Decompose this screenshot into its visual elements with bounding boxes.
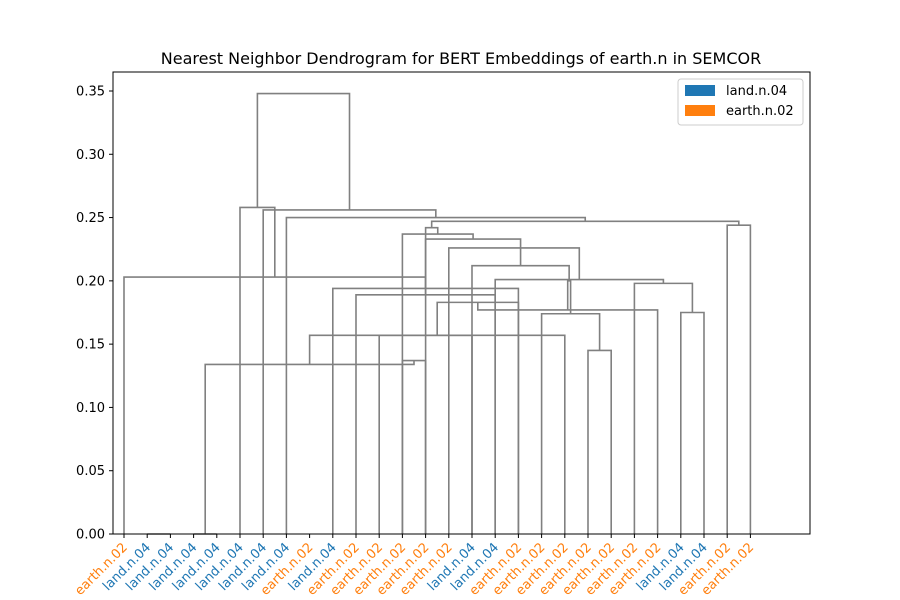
dendrogram-link-9 <box>540 312 601 534</box>
plot-frame <box>112 71 811 535</box>
dendrogram-link-11 <box>680 311 705 534</box>
legend: land.n.04 earth.n.02 <box>677 78 804 126</box>
dendrogram-link-22 <box>401 233 474 534</box>
dendrogram-link-27 <box>256 92 351 210</box>
dendrogram-link-23 <box>424 226 439 295</box>
dendrogram-link-15 <box>494 278 665 534</box>
legend-swatch <box>685 105 715 116</box>
dendrogram-link-6 <box>204 360 415 534</box>
dendrogram-link-10 <box>436 301 520 534</box>
dendrogram-link-20 <box>239 206 276 534</box>
dendrogram-link-14 <box>566 280 572 314</box>
y-tick-label: 0.20 <box>76 274 105 289</box>
dendrogram-link-18 <box>424 238 522 534</box>
dendrogram-link-16 <box>471 264 570 534</box>
dendrogram-link-17 <box>448 247 581 534</box>
dendrogram-link-8 <box>308 334 566 534</box>
legend-label: earth.n.02 <box>726 104 794 119</box>
y-tick-label: 0.30 <box>76 148 105 163</box>
legend-swatch <box>685 85 715 96</box>
y-tick-label: 0.00 <box>76 528 105 543</box>
dendrogram-link-7 <box>587 349 612 534</box>
dendrogram-link-26 <box>262 209 437 534</box>
y-tick-label: 0.25 <box>76 211 105 226</box>
y-axis: 0.00 0.05 0.10 0.15 0.20 0.25 0.30 0.35 <box>76 84 113 543</box>
x-axis: earth.n.02land.n.04land.n.04land.n.04lan… <box>72 534 757 599</box>
chart-title: Nearest Neighbor Dendrogram for BERT Emb… <box>161 49 761 68</box>
dendrogram-link-25 <box>285 216 587 534</box>
y-tick-label: 0.10 <box>76 401 105 416</box>
y-tick-label: 0.15 <box>76 338 105 353</box>
dendrogram-link-21 <box>726 224 752 534</box>
dendrogram-link-2 <box>401 359 427 534</box>
dendrogram-link-12 <box>477 302 659 534</box>
y-tick-label: 0.05 <box>76 464 105 479</box>
y-tick-label: 0.35 <box>76 84 105 99</box>
legend-label: land.n.04 <box>726 84 787 99</box>
dendrogram-links <box>123 92 752 535</box>
dendrogram-link-13 <box>633 282 694 534</box>
dendrogram-link-19 <box>123 276 427 534</box>
dendrogram-link-24 <box>430 220 740 228</box>
